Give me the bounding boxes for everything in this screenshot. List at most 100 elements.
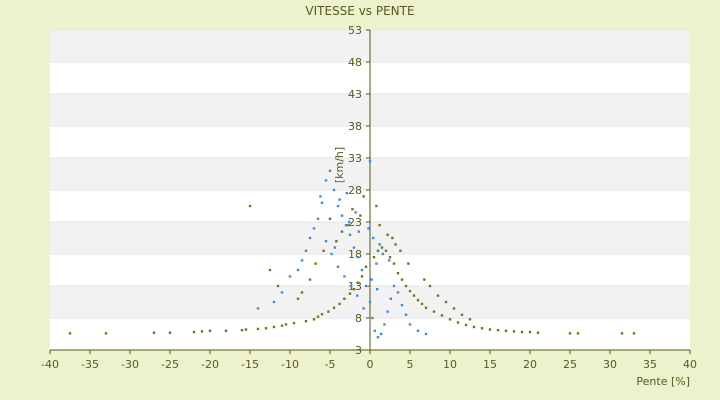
data-point: [367, 227, 370, 230]
data-point: [256, 307, 260, 310]
x-tick-label: -15: [241, 358, 259, 371]
data-point: [362, 307, 365, 310]
y-tick-label: 23: [348, 216, 362, 229]
data-point: [280, 324, 284, 327]
x-tick-label: 20: [523, 358, 537, 371]
x-tick-label: -40: [41, 358, 59, 371]
data-point: [308, 236, 312, 240]
x-axis-label: Pente [%]: [636, 375, 690, 388]
data-point: [407, 262, 410, 265]
data-point: [333, 246, 336, 249]
data-point: [352, 288, 356, 291]
data-point: [448, 318, 452, 321]
data-point: [456, 321, 460, 324]
data-point: [376, 249, 380, 252]
data-point: [368, 300, 372, 304]
data-point: [632, 332, 636, 335]
data-point: [444, 300, 448, 304]
data-point: [330, 252, 333, 256]
data-point: [576, 332, 580, 335]
x-tick-label: 10: [443, 358, 457, 371]
data-point: [343, 297, 346, 300]
data-point: [372, 236, 375, 240]
data-point: [376, 288, 379, 291]
data-point: [335, 240, 338, 243]
data-point: [336, 204, 340, 208]
data-point: [396, 291, 400, 294]
data-point: [408, 323, 412, 326]
data-point: [348, 233, 352, 236]
data-point: [296, 268, 300, 272]
data-point: [346, 224, 349, 227]
data-point: [464, 323, 468, 327]
x-tick-label: -25: [161, 358, 179, 371]
data-point: [168, 331, 172, 334]
data-point: [375, 262, 378, 265]
data-point: [248, 204, 252, 208]
data-point: [356, 294, 359, 297]
data-point: [292, 321, 296, 325]
data-point: [345, 192, 348, 195]
data-point: [322, 249, 325, 252]
data-point: [288, 275, 292, 278]
data-point: [356, 281, 360, 284]
data-point: [472, 325, 476, 329]
data-point: [349, 284, 352, 288]
data-point: [380, 332, 383, 336]
data-point: [344, 224, 348, 227]
data-point: [568, 332, 572, 335]
data-point: [396, 272, 400, 275]
y-tick-label: 8: [355, 312, 362, 325]
data-point: [378, 243, 381, 246]
data-point: [192, 330, 196, 334]
data-point: [200, 330, 204, 333]
data-point: [312, 227, 316, 230]
data-point: [392, 284, 396, 288]
data-point: [362, 195, 365, 198]
data-point: [304, 249, 308, 252]
data-point: [384, 249, 388, 252]
data-point: [388, 259, 391, 262]
data-point: [371, 316, 374, 320]
data-point: [381, 252, 384, 256]
data-point: [424, 306, 428, 309]
data-point: [460, 313, 464, 316]
data-point: [300, 291, 304, 294]
data-point: [316, 217, 320, 220]
y-tick-label: 38: [348, 120, 362, 133]
data-point: [320, 201, 324, 204]
data-point: [420, 302, 424, 306]
data-point: [528, 330, 532, 334]
data-point: [240, 328, 244, 332]
data-point: [152, 331, 156, 334]
data-point: [488, 328, 492, 331]
y-tick-label: 33: [348, 152, 362, 165]
x-tick-label: -20: [201, 358, 219, 371]
data-point: [380, 246, 384, 249]
data-point: [383, 323, 386, 326]
data-point: [424, 332, 428, 336]
data-point: [392, 262, 396, 265]
data-point: [520, 330, 524, 334]
data-point: [512, 330, 516, 333]
x-tick-label: 25: [563, 358, 577, 371]
data-point: [304, 320, 308, 323]
data-point: [343, 275, 346, 278]
y-tick-label: 28: [348, 184, 362, 197]
data-point: [284, 323, 288, 326]
data-point: [338, 198, 341, 201]
x-tick-label: -30: [121, 358, 139, 371]
data-point: [432, 310, 436, 313]
data-point: [300, 259, 304, 262]
data-point: [404, 284, 408, 288]
data-point: [319, 195, 322, 198]
data-point: [208, 329, 212, 332]
data-point: [373, 329, 376, 332]
data-point: [276, 284, 280, 288]
data-point: [399, 249, 402, 252]
data-point: [348, 292, 352, 295]
data-point: [256, 327, 260, 331]
data-point: [268, 268, 272, 272]
